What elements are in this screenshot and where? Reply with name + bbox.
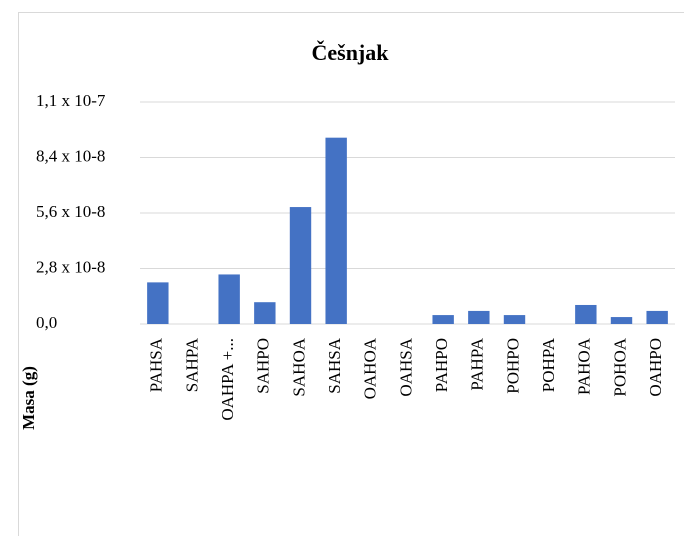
- x-tick-label: POHOA: [610, 337, 629, 396]
- chart-frame: [18, 12, 684, 536]
- chart-title: Češnjak: [311, 40, 389, 65]
- x-tick-label: OAHPO: [646, 338, 665, 397]
- bar: [218, 274, 240, 324]
- bar: [468, 310, 490, 324]
- bar: [432, 315, 454, 324]
- y-axis-label: Masa (g): [19, 366, 38, 430]
- y-tick-label: 8,4 x 10-8: [36, 146, 105, 165]
- bar: [575, 304, 597, 324]
- bar: [254, 302, 276, 324]
- bar: [503, 315, 526, 324]
- x-tick-label: PAHPO: [432, 338, 451, 392]
- bar: [646, 310, 668, 324]
- y-tick-label: 5,6 x 10-8: [36, 202, 105, 221]
- y-tick-label: 0,0: [36, 313, 57, 332]
- x-tick-label: SAHPA: [182, 337, 201, 392]
- x-tick-label: POHPA: [539, 337, 558, 392]
- x-tick-label: POHPO: [503, 338, 522, 394]
- x-tick-label: SAHPO: [254, 338, 273, 394]
- x-tick-label: SAHOA: [289, 337, 308, 396]
- bar: [289, 207, 312, 324]
- x-tick-label: OAHSA: [396, 337, 415, 396]
- x-tick-label: PAHPA: [468, 337, 487, 390]
- x-tick-label: OAHPA +...: [218, 338, 237, 421]
- y-tick-label: 2,8 x 10-8: [36, 257, 105, 276]
- x-tick-label: SAHSA: [325, 337, 344, 393]
- bar: [325, 137, 347, 324]
- bar: [610, 317, 633, 324]
- bar: [147, 282, 169, 324]
- x-tick-label: PAHSA: [147, 337, 166, 392]
- y-tick-label: 1,1 x 10-7: [36, 91, 106, 110]
- x-tick-label: PAHOA: [575, 337, 594, 395]
- x-tick-label: OAHOA: [361, 337, 380, 399]
